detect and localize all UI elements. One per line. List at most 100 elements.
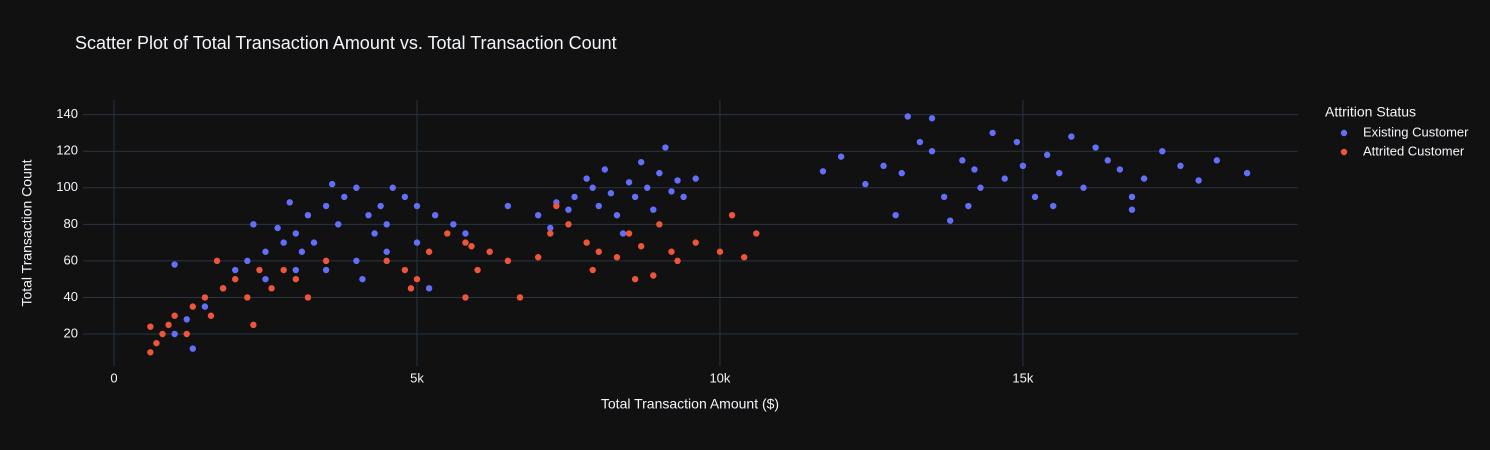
data-point [1104, 157, 1111, 164]
data-point [613, 211, 621, 219]
data-point [516, 294, 524, 301]
data-point [413, 239, 421, 246]
data-point [244, 257, 251, 265]
y-tick-label: 100 [56, 179, 78, 194]
data-point [183, 316, 190, 323]
data-point [1177, 162, 1184, 170]
data-point [916, 138, 924, 146]
data-point [589, 184, 596, 191]
data-point [219, 285, 227, 292]
data-point [880, 162, 887, 170]
y-tick-label: 60 [64, 252, 78, 267]
data-point [595, 202, 602, 210]
data-point [862, 180, 869, 188]
data-point [1031, 193, 1039, 201]
data-point [547, 224, 554, 232]
data-point [583, 239, 590, 246]
data-point [1213, 157, 1221, 164]
x-tick-label: 10k [709, 370, 730, 385]
data-point [171, 312, 178, 319]
data-point [662, 144, 669, 151]
data-point [268, 285, 275, 292]
data-point [940, 193, 948, 201]
data-point [262, 275, 269, 283]
data-point [837, 153, 845, 160]
data-point [383, 221, 390, 228]
data-point [292, 230, 300, 237]
data-point [244, 294, 251, 301]
data-point [692, 175, 699, 182]
data-point [607, 190, 615, 197]
data-point [904, 113, 911, 120]
data-point [650, 272, 657, 279]
data-point [728, 211, 736, 219]
y-tick-label: 40 [64, 289, 78, 304]
data-point [534, 211, 542, 219]
y-tick-label: 80 [64, 216, 78, 231]
data-point [189, 303, 196, 310]
data-point [1128, 206, 1136, 213]
data-point [959, 157, 966, 164]
legend-label: Attrited Customer [1363, 143, 1465, 158]
data-point [819, 168, 827, 175]
data-point [674, 177, 681, 184]
data-point [504, 257, 512, 265]
data-point [1243, 169, 1251, 177]
data-point [213, 257, 221, 265]
data-point [286, 199, 293, 206]
data-point [201, 303, 209, 310]
data-point [425, 285, 433, 292]
legend-label: Existing Customer [1363, 124, 1469, 139]
data-point [232, 275, 239, 283]
data-point [189, 345, 196, 352]
data-point [1019, 162, 1027, 170]
data-point [892, 211, 899, 219]
data-point [1116, 166, 1124, 173]
data-point [965, 202, 972, 210]
data-point [274, 224, 281, 232]
data-point [159, 330, 166, 338]
data-point [553, 202, 560, 210]
data-point [637, 243, 645, 250]
data-point [680, 193, 687, 201]
data-point [977, 184, 984, 191]
data-point [232, 266, 239, 274]
data-point [147, 323, 154, 330]
data-point [322, 257, 330, 265]
data-point [1128, 193, 1136, 201]
x-tick-label: 0 [110, 370, 117, 385]
data-point [444, 230, 451, 237]
data-point [389, 184, 396, 191]
y-tick-label: 120 [56, 143, 78, 158]
data-point [147, 349, 154, 356]
data-point [625, 230, 633, 237]
data-point [898, 169, 905, 177]
data-point [946, 217, 954, 224]
data-point [183, 330, 190, 338]
data-point [322, 266, 330, 274]
data-point [1195, 177, 1202, 184]
data-point [207, 312, 215, 319]
x-tick-label: 5k [410, 370, 424, 385]
data-point [971, 166, 978, 173]
data-point [371, 230, 378, 237]
legend-title: Attrition Status [1325, 104, 1416, 120]
data-point [304, 211, 312, 219]
data-point [474, 266, 481, 274]
data-point [928, 147, 936, 155]
data-point [401, 193, 409, 201]
data-point [1140, 175, 1148, 182]
data-point [740, 254, 748, 261]
data-point [462, 239, 469, 246]
x-axis-title: Total Transaction Amount ($) [601, 396, 779, 412]
data-point [353, 184, 360, 191]
data-point [292, 275, 300, 283]
data-point [716, 248, 724, 255]
data-point [656, 221, 663, 228]
data-point [1043, 151, 1051, 159]
data-point [1013, 138, 1021, 146]
data-point [595, 248, 602, 255]
data-point [201, 294, 209, 301]
data-point [1050, 202, 1057, 210]
